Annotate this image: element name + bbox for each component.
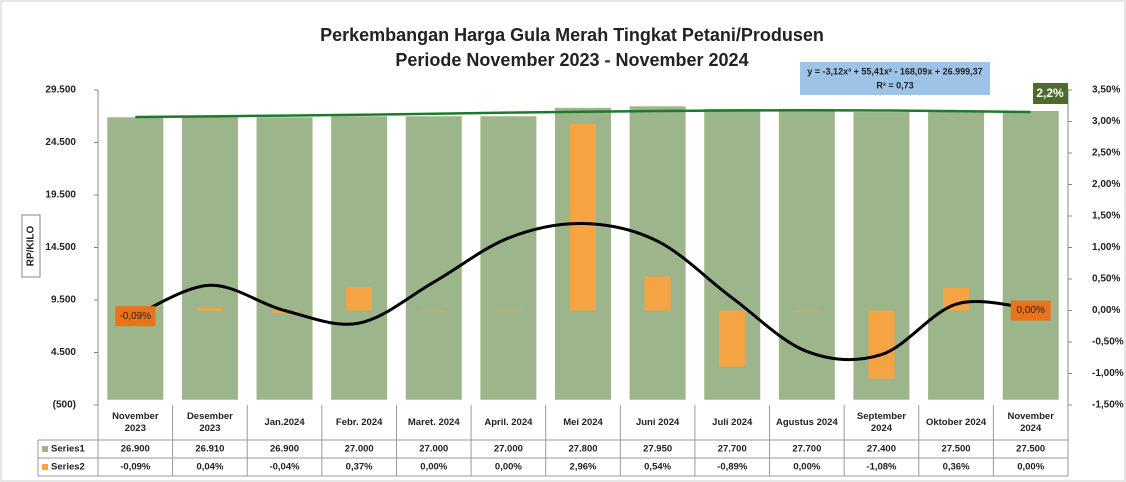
table-value: 26.910 <box>195 444 224 455</box>
y2-tick-label: 0,50% <box>1092 274 1120 285</box>
y2-tick-label: 0,00% <box>1092 305 1120 316</box>
table-value: 27.950 <box>643 444 672 455</box>
bar <box>1002 111 1059 400</box>
table-value: 27.000 <box>419 444 448 455</box>
y-axis-title: RP/KILO <box>26 226 37 267</box>
table-value: -0,09% <box>120 462 151 473</box>
y-tick-label: 29.500 <box>45 85 76 96</box>
bar <box>928 111 985 400</box>
axis-title-box <box>21 214 41 278</box>
table-value: 27.000 <box>345 444 374 455</box>
table-value: 27.500 <box>1016 444 1045 455</box>
bar-series2 <box>346 287 373 311</box>
bar-series2 <box>719 310 746 367</box>
table-value: 0,00% <box>793 462 820 473</box>
table-value: 0,54% <box>644 462 671 473</box>
table-value: 0,37% <box>346 462 373 473</box>
legend-label: Series2 <box>51 462 85 473</box>
table-value: 27.000 <box>494 444 523 455</box>
table-value: 27.400 <box>867 444 896 455</box>
bar-series2 <box>868 310 895 379</box>
chart-subtitle: Periode November 2023 - November 2024 <box>395 50 748 70</box>
x-tick-label: Juli 2024 <box>712 417 753 428</box>
x-tick-label: Oktober 2024 <box>926 417 987 428</box>
table-value: 26.900 <box>121 444 150 455</box>
y-tick-label: 9.500 <box>51 295 76 306</box>
bar <box>405 116 462 400</box>
table-value: 0,00% <box>1017 462 1044 473</box>
x-tick-label: 2024 <box>871 423 893 434</box>
chart-title: Perkembangan Harga Gula Merah Tingkat Pe… <box>320 25 824 45</box>
x-tick-label: Desember <box>187 411 233 422</box>
bar <box>107 117 164 400</box>
table-value: -0,89% <box>717 462 748 473</box>
table-value: 0,04% <box>196 462 223 473</box>
data-label-box <box>115 306 156 327</box>
table-value: 2,96% <box>570 462 597 473</box>
x-tick-label: November <box>1007 411 1054 422</box>
equation-box <box>800 62 990 95</box>
legend-label: Series1 <box>51 444 86 455</box>
bar-series2 <box>943 287 970 311</box>
table-value: 0,00% <box>420 462 447 473</box>
y2-tick-label: 3,50% <box>1092 85 1120 96</box>
table-value: 26.900 <box>270 444 299 455</box>
x-tick-label: Juni 2024 <box>636 417 680 428</box>
bar <box>331 116 388 400</box>
bar-series2 <box>570 124 596 311</box>
table-value: 27.800 <box>568 444 597 455</box>
y2-tick-label: -1,50% <box>1092 400 1124 411</box>
y-tick-label: 24.500 <box>45 137 76 148</box>
table-value: 27.700 <box>792 444 821 455</box>
x-tick-label: 2024 <box>1020 423 1042 434</box>
trendline2 <box>134 222 1031 362</box>
bar-series2 <box>793 310 820 312</box>
equation: y = -3,12x³ + 55,41x² - 168,09x + 26.999… <box>807 66 982 76</box>
table-value: -1,08% <box>866 462 897 473</box>
table-value: 27.500 <box>942 444 971 455</box>
table-value: 27.700 <box>718 444 747 455</box>
x-tick-label: September <box>857 411 906 422</box>
y2-tick-label: -1,00% <box>1092 368 1124 379</box>
x-tick-label: April. 2024 <box>484 417 533 428</box>
x-tick-label: Jan.2024 <box>264 417 305 428</box>
data-label-box <box>1010 300 1051 321</box>
x-tick-label: November <box>112 411 159 422</box>
legend-key <box>42 464 48 470</box>
legend-key <box>42 446 48 452</box>
data-label: 0,00% <box>1017 305 1045 316</box>
x-tick-label: Agustus 2024 <box>776 417 838 428</box>
x-tick-label: 2023 <box>199 423 220 434</box>
bar <box>256 117 313 400</box>
y-tick-label: 14.500 <box>45 242 76 253</box>
annotation-box <box>1033 83 1068 104</box>
bar <box>181 117 238 400</box>
trendline <box>135 109 1031 119</box>
y2-tick-label: 2,00% <box>1092 179 1120 190</box>
y2-tick-label: 2,50% <box>1092 148 1120 159</box>
r-squared: R² = 0,73 <box>876 80 913 90</box>
data-label: -0,09% <box>119 311 151 322</box>
annotation: 2,2% <box>1036 86 1064 100</box>
y2-tick-label: 1,00% <box>1092 242 1120 253</box>
y2-tick-label: -0,50% <box>1092 337 1124 348</box>
x-tick-label: Febr. 2024 <box>336 417 383 428</box>
x-tick-label: Mei 2024 <box>563 417 603 428</box>
y2-tick-label: 1,50% <box>1092 211 1120 222</box>
bar-series2 <box>644 276 671 311</box>
bar-series2 <box>196 307 223 311</box>
y-tick-label: 19.500 <box>45 190 76 201</box>
y-tick-label: 4.500 <box>51 347 76 358</box>
table-value: 0,00% <box>495 462 522 473</box>
bar <box>480 116 537 400</box>
x-tick-label: Maret. 2024 <box>408 417 460 428</box>
bar-series2 <box>495 310 522 312</box>
y2-tick-label: 3,00% <box>1092 116 1120 127</box>
y-tick-label: (500) <box>53 400 76 411</box>
x-tick-label: 2023 <box>125 423 146 434</box>
bar-series2 <box>420 310 447 312</box>
table-value: -0,04% <box>269 462 300 473</box>
table-value: 0,36% <box>943 462 970 473</box>
